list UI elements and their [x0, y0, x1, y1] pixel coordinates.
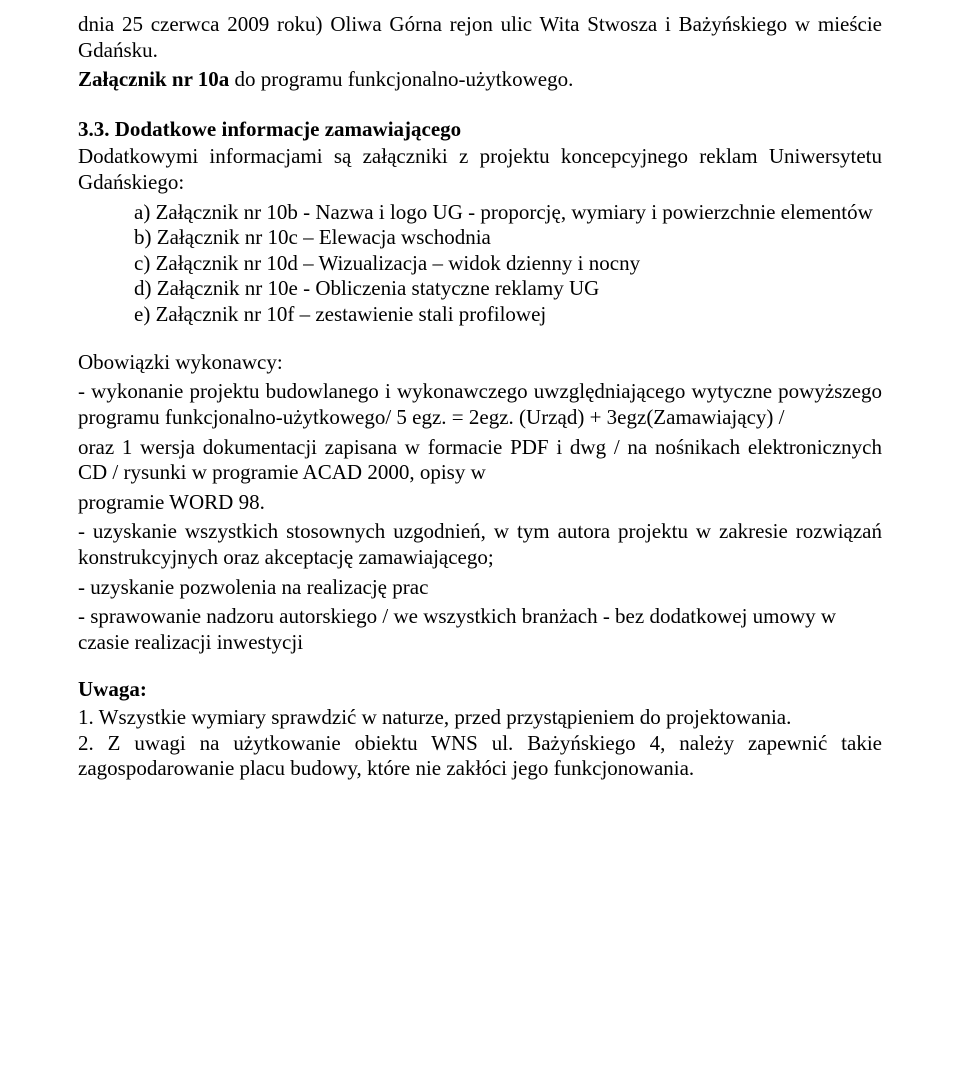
uwaga-heading: Uwaga: — [78, 677, 882, 703]
attachment-item-d: d) Załącznik nr 10e - Obliczenia statycz… — [134, 276, 882, 302]
obowiazki-p1: - wykonanie projektu budowlanego i wykon… — [78, 379, 882, 430]
uwaga-item-1: 1. Wszystkie wymiary sprawdzić w naturze… — [78, 705, 882, 731]
uwaga-item-2: 2. Z uwagi na użytkowanie obiektu WNS ul… — [78, 731, 882, 782]
obowiazki-p5: - uzyskanie pozwolenia na realizację pra… — [78, 575, 882, 601]
intro-line-2: Załącznik nr 10a do programu funkcjonaln… — [78, 67, 882, 93]
obowiazki-p2: oraz 1 wersja dokumentacji zapisana w fo… — [78, 435, 882, 486]
section-3-3-lead: Dodatkowymi informacjami są załączniki z… — [78, 144, 882, 195]
obowiazki-p3: programie WORD 98. — [78, 490, 882, 516]
attachment-item-a: a) Załącznik nr 10b - Nazwa i logo UG - … — [134, 200, 882, 226]
attachment-item-c: c) Załącznik nr 10d – Wizualizacja – wid… — [134, 251, 882, 277]
attachments-list: a) Załącznik nr 10b - Nazwa i logo UG - … — [78, 200, 882, 328]
obowiazki-p6: - sprawowanie nadzoru autorskiego / we w… — [78, 604, 882, 655]
intro-zalacznik-bold: Załącznik nr 10a — [78, 67, 229, 91]
obowiazki-p4: - uzyskanie wszystkich stosownych uzgodn… — [78, 519, 882, 570]
intro-line-1: dnia 25 czerwca 2009 roku) Oliwa Górna r… — [78, 12, 882, 63]
intro-zalacznik-rest: do programu funkcjonalno-użytkowego. — [229, 67, 573, 91]
attachment-item-b: b) Załącznik nr 10c – Elewacja wschodnia — [134, 225, 882, 251]
obowiazki-heading: Obowiązki wykonawcy: — [78, 350, 882, 376]
uwaga-list: 1. Wszystkie wymiary sprawdzić w naturze… — [78, 705, 882, 782]
attachment-item-e: e) Załącznik nr 10f – zestawienie stali … — [134, 302, 882, 328]
section-3-3-heading: 3.3. Dodatkowe informacje zamawiającego — [78, 117, 882, 143]
